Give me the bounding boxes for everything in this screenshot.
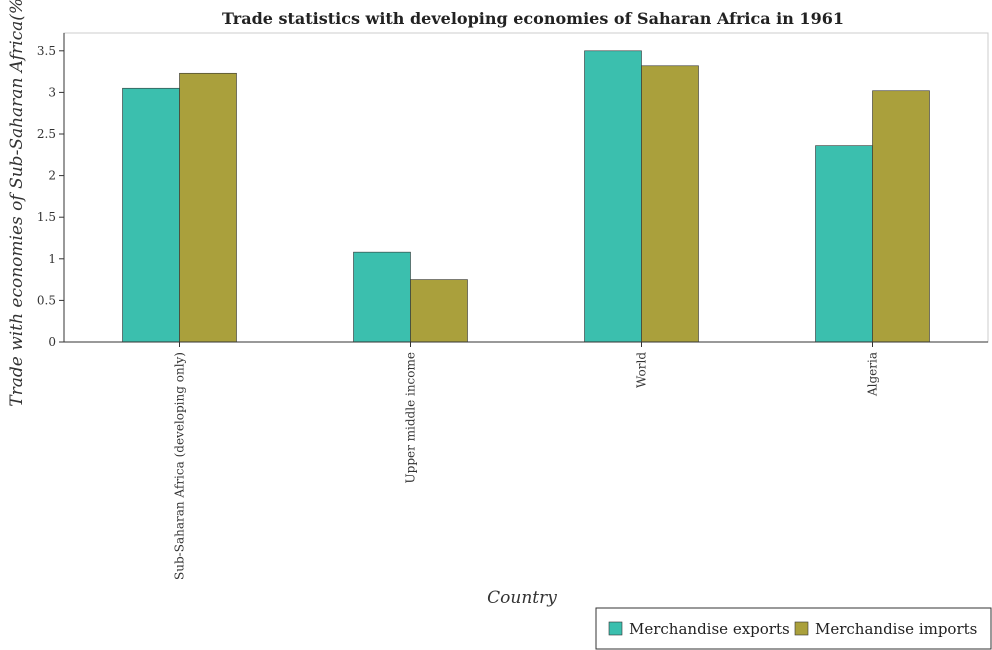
bar-merchandise-imports xyxy=(641,65,699,343)
legend-swatch-imports xyxy=(794,621,809,636)
x-axis: Sub-Saharan Africa (developing only) Uppe… xyxy=(173,342,880,580)
chart-title: Trade statistics with developing economi… xyxy=(222,9,844,28)
legend: Merchandise exports Merchandise imports xyxy=(595,607,992,650)
y-tick-label: 0.5 xyxy=(37,293,56,307)
x-axis-label: Country xyxy=(487,588,557,608)
bar-merchandise-exports xyxy=(353,251,411,343)
x-tick-label: Sub-Saharan Africa (developing only) xyxy=(173,352,187,580)
legend-label-exports: Merchandise exports xyxy=(629,620,790,638)
y-tick-label: 1 xyxy=(48,252,56,266)
y-tick-label: 2.5 xyxy=(37,127,56,141)
bar-merchandise-imports xyxy=(179,72,237,343)
bar-merchandise-imports xyxy=(410,279,468,343)
legend-box xyxy=(595,607,992,650)
bars xyxy=(122,50,930,343)
legend-swatch-exports xyxy=(608,621,623,636)
y-tick-label: 1.5 xyxy=(37,210,56,224)
bar-merchandise-imports xyxy=(872,90,930,343)
x-tick-label: World xyxy=(635,352,649,388)
bar-merchandise-exports xyxy=(815,145,873,343)
y-tick-label: 0 xyxy=(48,335,56,349)
legend-label-imports: Merchandise imports xyxy=(815,620,977,638)
x-tick-label: Upper middle income xyxy=(404,352,418,483)
y-tick-label: 3.5 xyxy=(37,44,56,58)
bar-merchandise-exports xyxy=(584,50,642,343)
y-tick-label: 2 xyxy=(48,169,56,183)
x-tick-label: Algeria xyxy=(866,352,880,397)
y-axis-label: Trade with economies of Sub-Saharan Afri… xyxy=(7,0,27,407)
y-tick-label: 3 xyxy=(48,85,56,99)
y-axis: 0 0.5 1 1.5 2 2.5 3 3.5 xyxy=(37,44,64,349)
bar-merchandise-exports xyxy=(122,87,180,343)
